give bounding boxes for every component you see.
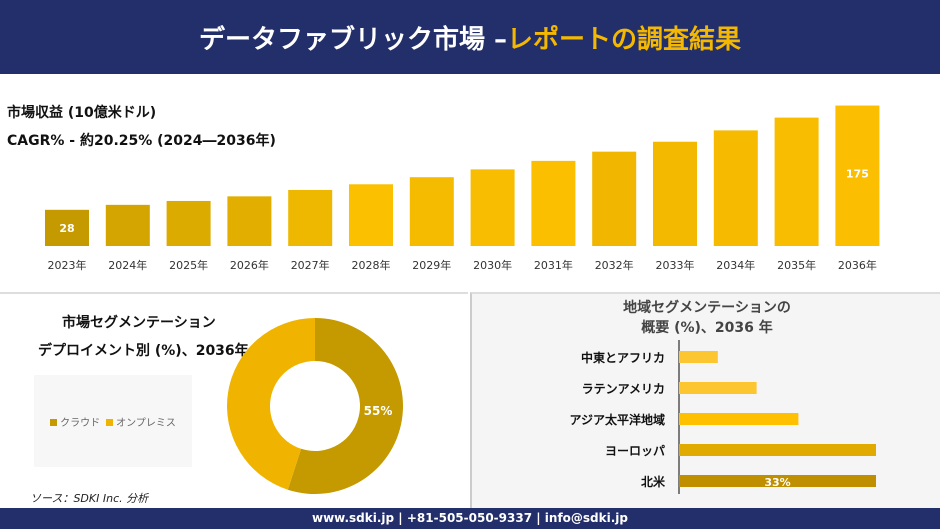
revenue-bar: [105, 204, 150, 246]
data-label: 33%: [764, 476, 790, 489]
donut-slice: [287, 318, 403, 494]
donut-slice: [226, 318, 315, 490]
deployment-donut: 55%: [226, 318, 403, 494]
deployment-panel: 市場セグメンテーション デプロイメント別 (%)、2036年 55% ソース：S…: [0, 292, 468, 508]
y-tick-label: ヨーロッパ: [605, 444, 665, 458]
revenue-bar: [470, 169, 515, 246]
x-tick-label: 2026年: [230, 258, 269, 272]
title-main: データファブリック市場 –: [198, 24, 508, 55]
region-panel: 地域セグメンテーションの 概要 (%)、2036 年 中東とアフリカ ラテンアメリ…: [470, 292, 940, 508]
data-label: 175: [846, 168, 869, 181]
region-title-1: 地域セグメンテーションの: [623, 300, 791, 316]
x-tick-label: 2029年: [412, 258, 451, 272]
y-tick-label: アジア太平洋地域: [569, 412, 665, 427]
revenue-bar: [653, 141, 697, 246]
deployment-title-2: デプロイメント別 (%)、2036年: [38, 343, 249, 359]
region-bar: [679, 351, 718, 363]
revenue-bar: [713, 130, 758, 246]
deployment-legend: クラウド オンプレミス: [34, 375, 192, 467]
x-tick-label: 2023年: [48, 258, 87, 272]
region-bar: [679, 382, 757, 394]
revenue-bar: [409, 177, 454, 246]
revenue-bar: [531, 160, 576, 246]
y-tick-label: 北米: [641, 474, 666, 489]
cagr-subtitle: CAGR% - 約20.25% (2024―2036年): [7, 133, 276, 149]
x-tick-label: 2025年: [169, 258, 208, 272]
revenue-chart: 市場収益 (10億米ドル) CAGR% - 約20.25% (2024―2036…: [0, 74, 940, 292]
revenue-bars: 2023年 28 2024年 2025年 2026年 2027年 2028年 2029年 203…: [45, 105, 880, 272]
data-label: 28: [59, 222, 74, 235]
revenue-bar: [592, 151, 637, 246]
footer-contact: www.sdki.jp | +81-505-050-9337 | info@sd…: [0, 508, 940, 529]
x-tick-label: 2024年: [108, 258, 147, 272]
x-tick-label: 2030年: [473, 258, 512, 272]
data-label: 55%: [364, 404, 393, 418]
revenue-bar: [45, 209, 89, 246]
revenue-bar: [835, 105, 880, 246]
y-tick-label: 中東とアフリカ: [581, 350, 665, 365]
title-accent: レポートの調査結果: [507, 24, 742, 55]
x-tick-label: 2034年: [716, 258, 755, 272]
revenue-title: 市場収益 (10億米ドル): [7, 105, 157, 121]
region-bar: [679, 444, 876, 456]
revenue-bar: [349, 184, 393, 246]
x-tick-label: 2036年: [838, 258, 877, 272]
x-tick-label: 2031年: [534, 258, 573, 272]
header-banner: データファブリック市場 – レポートの調査結果: [0, 0, 940, 74]
source-note: ソース：SDKI Inc. 分析: [30, 492, 149, 505]
y-tick-label: ラテンアメリカ: [582, 382, 665, 396]
x-tick-label: 2035年: [777, 258, 816, 272]
x-tick-label: 2028年: [352, 258, 391, 272]
region-bar: [679, 475, 876, 487]
legend-cloud: クラウド: [50, 414, 100, 429]
x-tick-label: 2033年: [656, 258, 695, 272]
revenue-bar: [288, 189, 333, 246]
legend-onprem: オンプレミス: [106, 414, 176, 429]
deployment-title-1: 市場セグメンテーション: [62, 315, 216, 331]
x-tick-label: 2027年: [291, 258, 330, 272]
revenue-bar: [227, 196, 272, 246]
region-title-2: 概要 (%)、2036 年: [641, 320, 773, 336]
region-bar: [679, 413, 799, 425]
revenue-bar: [774, 117, 819, 246]
x-tick-label: 2032年: [595, 258, 634, 272]
revenue-bar: [166, 200, 211, 246]
